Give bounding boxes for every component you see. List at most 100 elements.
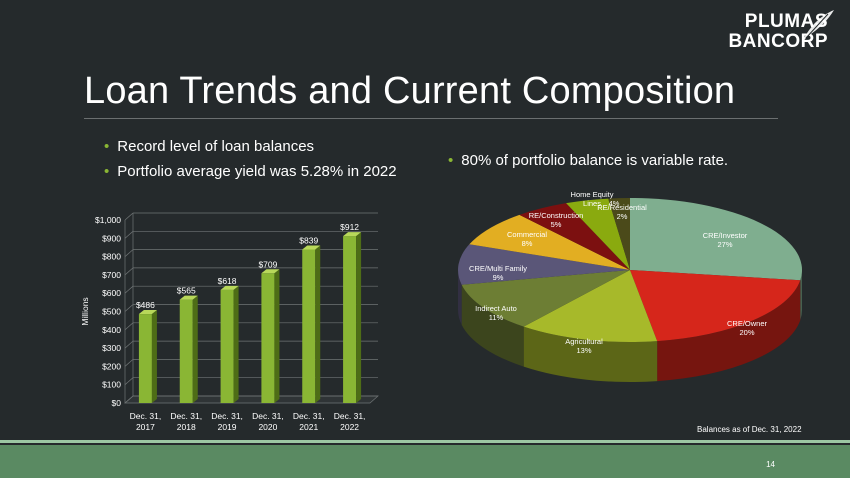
y-tick-label: $300 [102, 343, 121, 353]
gridline-depth [124, 212, 134, 221]
right-bullet: • 80% of portfolio balance is variable ra… [448, 152, 728, 169]
y-tick-label: $1,000 [95, 215, 121, 225]
bar-front [179, 299, 193, 403]
gridline-depth [124, 231, 134, 239]
x-tick-label: Dec. 31, [130, 411, 162, 421]
bar-value-label: $565 [177, 286, 196, 296]
bullet-dot-icon: • [104, 138, 110, 155]
x-tick-label: Dec. 31, [293, 411, 325, 421]
pie-label-pct: 5% [551, 220, 562, 229]
pie-slice-side [657, 280, 801, 382]
pie-label-name: Agricultural [565, 337, 603, 346]
pie-label-name: Home Equity [571, 190, 614, 199]
x-tick-label: 2018 [177, 422, 196, 432]
pie-label-name: RE/Construction [529, 211, 584, 220]
chart-floor [124, 395, 379, 404]
bullet-item: • Portfolio average yield was 5.28% in 20… [104, 163, 397, 180]
gridline-depth [124, 285, 134, 294]
bar-side [274, 269, 280, 403]
footer-accent [0, 440, 850, 443]
bar-value-label: $912 [340, 222, 359, 232]
bullet-text: 80% of portfolio balance is variable rat… [461, 152, 729, 169]
gridline-depth [124, 322, 134, 331]
pie-label-name: RE/Residential [597, 203, 647, 212]
x-tick-label: Dec. 31, [334, 411, 366, 421]
bar-side [151, 310, 157, 403]
bar-front [220, 289, 234, 403]
bar [302, 245, 321, 403]
x-tick-label: 2019 [218, 422, 237, 432]
gridline-depth [124, 377, 134, 385]
pie-slice [461, 270, 630, 327]
x-tick-label: Dec. 31, [252, 411, 284, 421]
logo-line1: PLUMAS [744, 11, 828, 32]
balances-as-of: Balances as of Dec. 31, 2022 [697, 425, 802, 434]
bar [343, 232, 362, 403]
x-tick-label: 2022 [340, 422, 359, 432]
bar-value-label: $618 [218, 276, 237, 286]
bar-side [356, 232, 362, 403]
bar-top [179, 295, 198, 300]
pie-label-name: CRE/Owner [727, 319, 768, 328]
bar-value-label: $486 [136, 300, 155, 310]
pie-label-pct: 4% [609, 199, 620, 208]
bar-top [220, 285, 239, 290]
loan-balance-bar-chart: $0 $100 $200 $300 $400 $500 $600 $700 $800 $900 $1… [80, 212, 379, 432]
pie-slice-side [800, 270, 802, 321]
title-divider [84, 118, 778, 119]
pie-slice [566, 198, 630, 270]
pie-label-name: CRE/Multi Family [469, 264, 527, 273]
x-tick-label: 2021 [299, 422, 318, 432]
x-tick-label: Dec. 31, [211, 411, 243, 421]
y-tick-label: $800 [102, 252, 121, 262]
bar-front [138, 314, 152, 403]
feather-icon [802, 10, 834, 42]
footer-band [0, 445, 850, 478]
pie-slice [469, 214, 630, 270]
pie-slice [519, 203, 630, 270]
pie-slice-side [461, 284, 524, 367]
pie-label-name: Indirect Auto [475, 304, 517, 313]
pie-label-name: Commercial [507, 230, 547, 239]
pie-label-pct: 27% [717, 240, 732, 249]
pie-slice-side [523, 326, 658, 382]
pie-label-pct: 9% [493, 273, 504, 282]
bar-top [302, 245, 321, 250]
bullet-dot-icon: • [104, 163, 110, 180]
logo-line2: BANCORP [728, 31, 828, 52]
bar-side [192, 295, 198, 403]
y-tick-label: $500 [102, 307, 121, 317]
bar-side [315, 245, 321, 403]
bar-front [261, 273, 275, 403]
left-bullets: • Record level of loan balances • Portfoli… [104, 138, 397, 188]
x-tick-label: 2020 [258, 422, 277, 432]
bullet-item: • Record level of loan balances [104, 138, 397, 155]
portfolio-composition-pie-chart: CRE/Investor27%CRE/Owner20%Agricultural1… [458, 190, 802, 382]
bullet-text: Portfolio average yield was 5.28% in 202… [117, 163, 397, 180]
gridline-depth [124, 359, 134, 367]
pie-slice [630, 270, 801, 342]
bar [138, 310, 157, 403]
pie-label-pct: 11% [489, 313, 504, 322]
y-tick-label: $100 [102, 380, 121, 390]
bar [220, 285, 239, 403]
bar-value-label: $839 [299, 235, 318, 245]
gridline-depth [124, 340, 134, 349]
bar-top [343, 232, 362, 237]
pie-slice-side [458, 270, 462, 325]
y-tick-label: $0 [112, 398, 122, 408]
bullet-dot-icon: • [448, 152, 454, 169]
bar-value-label: $709 [258, 259, 277, 269]
gridline-depth [124, 304, 134, 312]
y-tick-label: $400 [102, 325, 121, 335]
gridline-depth [124, 395, 134, 404]
pie-label-pct: 13% [576, 346, 591, 355]
pie-label-pct: 2% [617, 212, 628, 221]
